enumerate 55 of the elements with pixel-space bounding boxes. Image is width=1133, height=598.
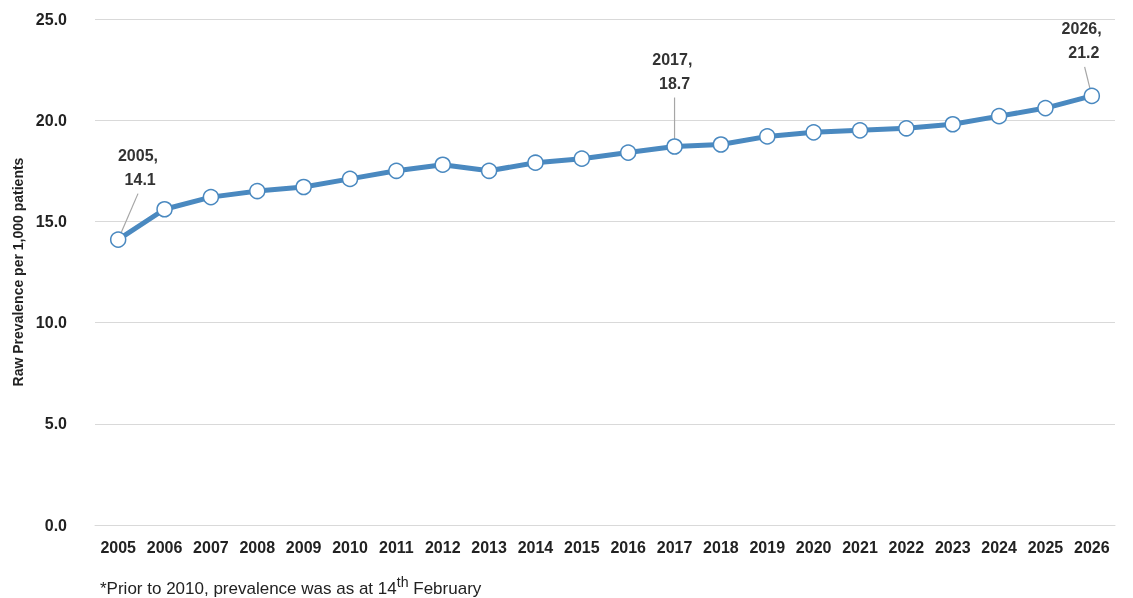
- point: [202, 188, 220, 206]
- point: [109, 231, 127, 248]
- y-tick-label: 20.0: [35, 111, 68, 129]
- x-tick-label: 2025: [1027, 538, 1064, 556]
- point: [759, 128, 776, 145]
- y-tick-label: 5.0: [44, 415, 68, 433]
- x-tick-label: 2013: [471, 538, 507, 556]
- x-tick-label: 2018: [703, 538, 739, 556]
- point: [666, 138, 683, 155]
- x-tick-label: 2020: [795, 538, 832, 556]
- x-tick-label: 2009: [285, 538, 322, 556]
- point: [480, 162, 498, 180]
- point: [1037, 99, 1054, 117]
- x-tick-label: 2008: [239, 538, 276, 556]
- y-tick-label: 15.0: [35, 212, 68, 230]
- point: [388, 162, 405, 180]
- x-tick-label: 2005: [100, 538, 137, 556]
- point: [341, 170, 359, 188]
- point: [249, 182, 266, 200]
- x-tick-label: 2023: [934, 538, 971, 556]
- x-tick-label: 2007: [193, 538, 229, 556]
- point: [156, 201, 173, 218]
- point: [898, 120, 915, 137]
- y-tick-label: 0.0: [44, 516, 68, 534]
- point: [573, 150, 591, 167]
- y-axis-title: Raw Prevalence per 1,000 patients: [9, 157, 26, 387]
- x-tick-label: 2015: [564, 538, 600, 556]
- x-tick-label: 2021: [842, 538, 878, 556]
- annotation: 2026, 21.2: [1061, 20, 1107, 62]
- x-tick-label: 2014: [517, 538, 554, 556]
- point: [295, 178, 312, 196]
- point: [851, 122, 869, 139]
- x-tick-label: 2010: [332, 538, 368, 556]
- x-tick-label: 2011: [379, 538, 414, 556]
- x-tick-label: 2022: [888, 538, 925, 556]
- x-tick-label: 2016: [610, 538, 647, 556]
- x-tick-label: 2006: [146, 538, 183, 556]
- point: [1083, 87, 1101, 105]
- y-tick-label: 10.0: [35, 314, 68, 332]
- point: [990, 107, 1008, 125]
- point: [712, 136, 730, 153]
- annotation: 2017, 18.7: [652, 51, 697, 93]
- x-tick-label: 2019: [749, 538, 786, 556]
- x-tick-label: 2012: [424, 538, 461, 556]
- x-tick-label: 2024: [981, 538, 1017, 556]
- point: [527, 154, 544, 171]
- point: [434, 156, 451, 173]
- y-tick-label: 25.0: [35, 10, 68, 28]
- x-tick-label: 2017: [656, 538, 693, 556]
- annotation: 2005, 14.1: [117, 147, 163, 189]
- point: [619, 144, 637, 161]
- x-tick-label: 2026: [1074, 538, 1110, 556]
- point: [944, 116, 961, 133]
- text: *Prior to 2010, prevalence was as at 14$^{th}$ February: [100, 574, 482, 598]
- point: [805, 124, 822, 141]
